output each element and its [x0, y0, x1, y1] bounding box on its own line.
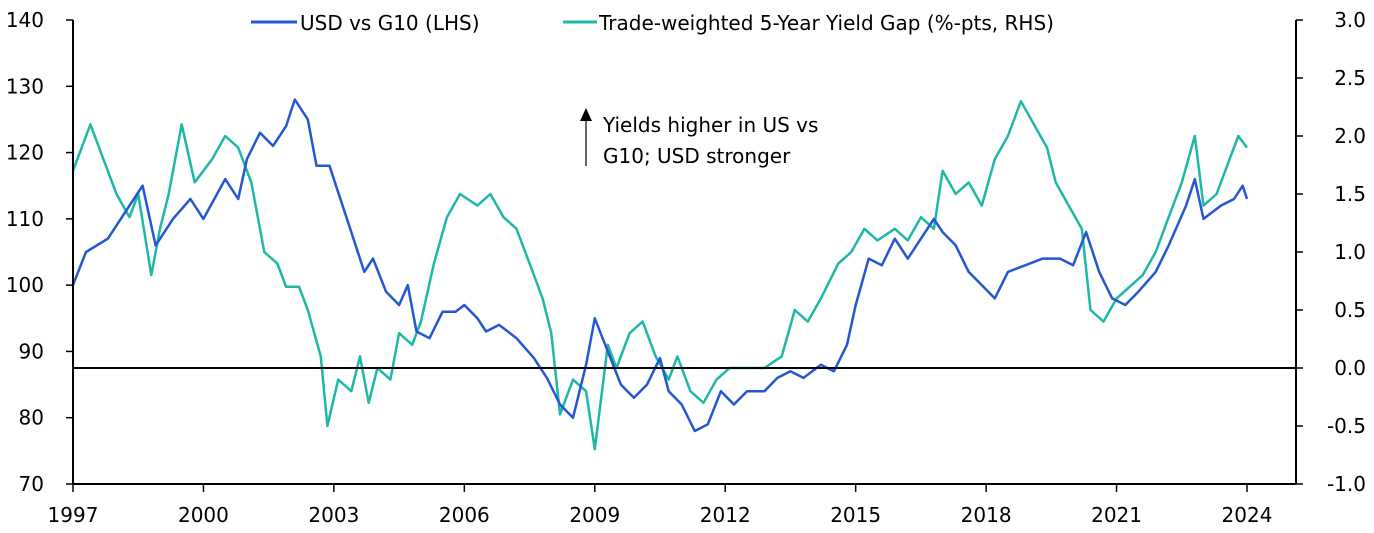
legend-label-yield-gap: Trade-weighted 5-Year Yield Gap (%-pts, …	[598, 11, 1054, 35]
left-tick-label: 130	[6, 74, 44, 98]
x-tick-label: 2006	[439, 503, 490, 527]
right-tick-label: 1.0	[1334, 240, 1366, 264]
legend-label-usd: USD vs G10 (LHS)	[300, 11, 480, 35]
x-tick-label: 2009	[569, 503, 620, 527]
x-tick-label: 2003	[308, 503, 359, 527]
x-tick-label: 2012	[700, 503, 751, 527]
x-tick-label: 2021	[1091, 503, 1142, 527]
left-tick-label: 80	[19, 406, 44, 430]
x-tick-label: 2018	[961, 503, 1012, 527]
right-tick-label: 0.0	[1334, 356, 1366, 380]
right-tick-label: -0.5	[1327, 414, 1366, 438]
x-tick-label: 2000	[178, 503, 229, 527]
left-tick-label: 140	[6, 8, 44, 32]
annotation: Yields higher in US vs G10; USD stronger	[580, 108, 818, 168]
series-line-yield-gap	[71, 99, 1249, 451]
left-tick-label: 90	[19, 339, 44, 363]
left-tick-label: 70	[19, 472, 44, 496]
left-tick-label: 120	[6, 141, 44, 165]
series-lines	[71, 98, 1249, 451]
right-tick-label: 0.5	[1334, 298, 1366, 322]
x-tick-label: 1997	[48, 503, 99, 527]
right-tick-label: 3.0	[1334, 8, 1366, 32]
left-tick-label: 110	[6, 207, 44, 231]
annotation-line-1: Yields higher in US vs	[602, 113, 818, 137]
arrow-up-icon	[580, 108, 592, 121]
right-tick-label: 1.5	[1334, 182, 1366, 206]
right-tick-label: 2.0	[1334, 124, 1366, 148]
axis-ticks: 1997 2000 2003 2006 2009 2012 2015 2018 2021 2024…	[6, 8, 1366, 527]
right-tick-label: 2.5	[1334, 66, 1366, 90]
x-tick-label: 2015	[830, 503, 881, 527]
x-tick-label: 2024	[1222, 503, 1273, 527]
annotation-line-2: G10; USD stronger	[603, 144, 791, 168]
legend: USD vs G10 (LHS) Trade-weighted 5-Year Y…	[251, 11, 1054, 35]
right-tick-label: -1.0	[1327, 472, 1366, 496]
left-tick-label: 100	[6, 273, 44, 297]
series-line-usd-vs-g10	[71, 98, 1249, 433]
